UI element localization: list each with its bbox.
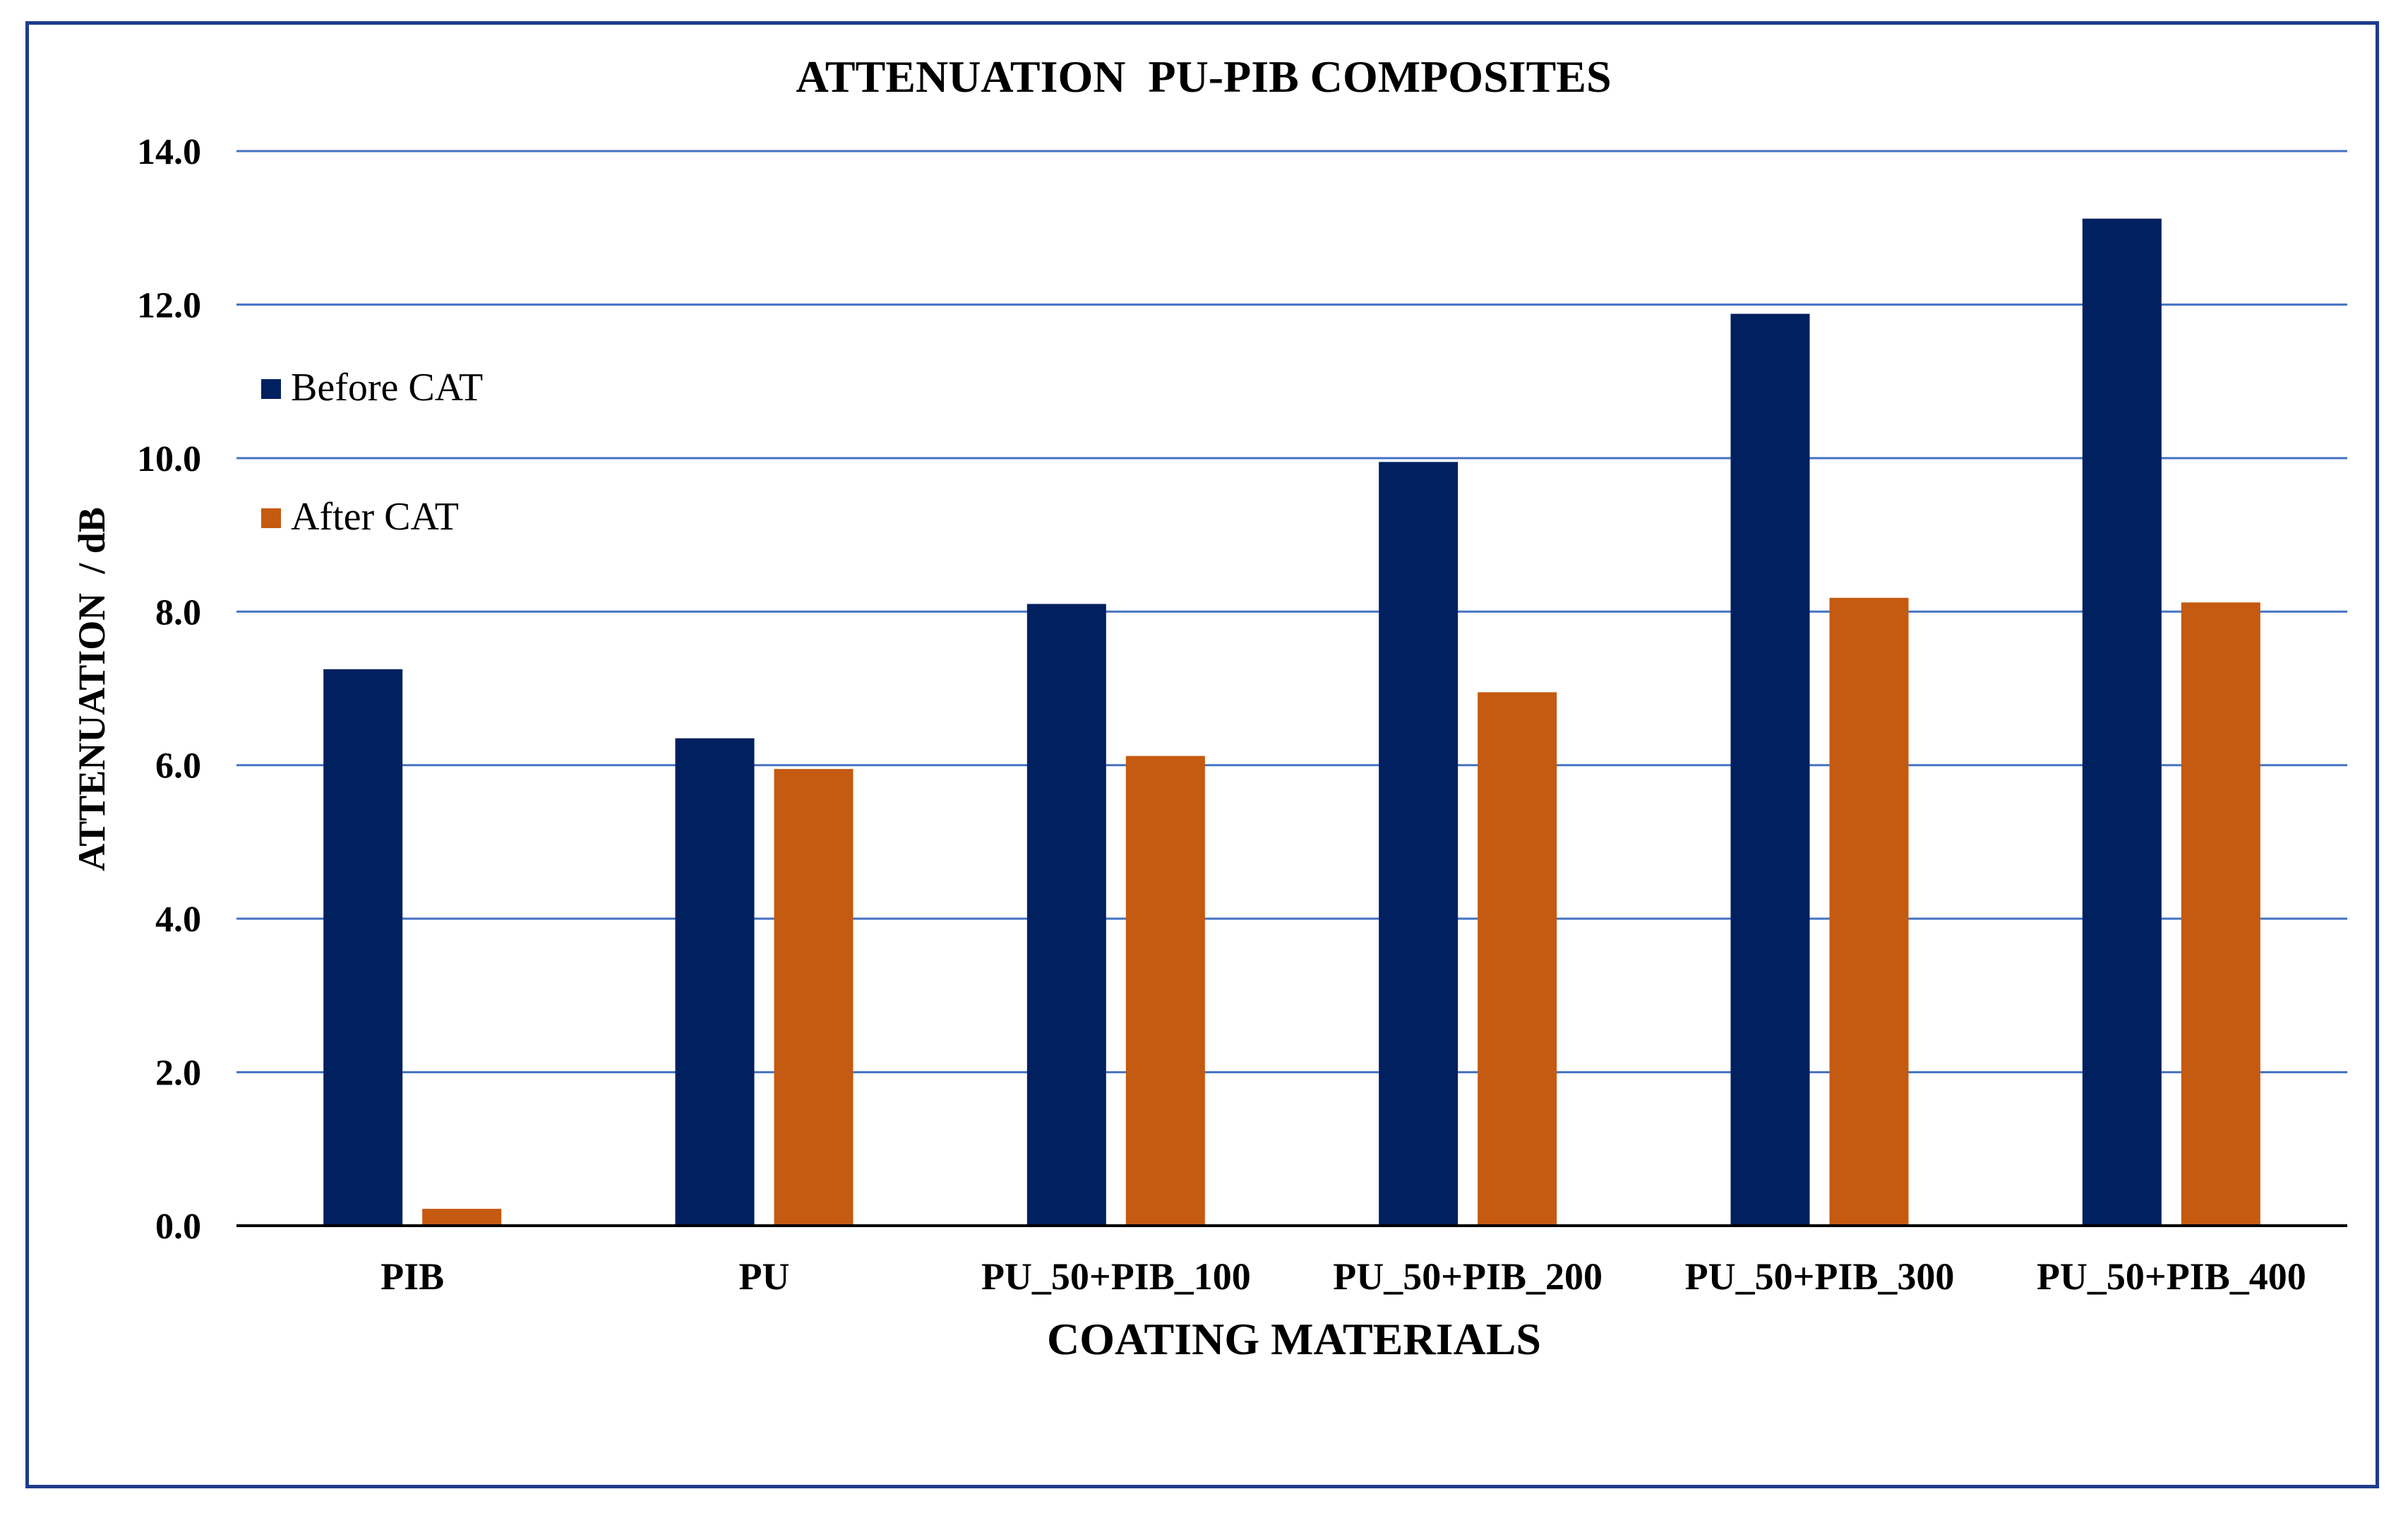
chart-title: ATTENUATION PU-PIB COMPOSITES: [796, 52, 1611, 102]
bar-before-cat-pib: [323, 669, 403, 1226]
bar-before-cat-pu-50-pib-400: [2082, 218, 2162, 1226]
gridlines: [236, 150, 2347, 1074]
legend-swatch-after-cat: [261, 508, 281, 528]
bar-before-cat-pu-50-pib-100: [1026, 604, 1106, 1226]
y-tick-label: 4.0: [155, 900, 201, 940]
bars: [323, 218, 2260, 1226]
x-tick-label-pu: PU: [739, 1255, 790, 1298]
y-tick-label: 14.0: [137, 132, 201, 172]
x-tick-label-pu-50-pib-400: PU_50+PIB_400: [2037, 1255, 2306, 1298]
y-tick-label: 0.0: [155, 1207, 201, 1247]
x-tick-label-pib: PIB: [381, 1255, 444, 1298]
legend: Before CAT After CAT: [261, 366, 483, 539]
y-tick-labels: 0.0 2.0 4.0 6.0 8.0 10.0 12.0 14.0: [137, 132, 201, 1247]
x-axis-title: COATING MATERIALS: [1047, 1314, 1541, 1364]
y-tick-label: 12.0: [137, 285, 201, 325]
y-tick-label: 2.0: [155, 1053, 201, 1094]
y-tick-label: 6.0: [155, 746, 201, 787]
y-tick-label: 8.0: [155, 592, 201, 633]
bar-before-cat-pu-50-pib-200: [1379, 462, 1458, 1226]
x-tick-label-pu-50-pib-100: PU_50+PIB_100: [981, 1255, 1251, 1298]
x-tick-labels: PIB PU PU_50+PIB_100 PU_50+PIB_200 PU_50+PIB…: [381, 1255, 2306, 1298]
bar-after-cat-pib: [422, 1209, 502, 1226]
bar-before-cat-pu: [675, 738, 755, 1226]
x-tick-label-pu-50-pib-200: PU_50+PIB_200: [1333, 1255, 1603, 1298]
x-tick-label-pu-50-pib-300: PU_50+PIB_300: [1685, 1255, 1955, 1298]
bar-after-cat-pu-50-pib-200: [1478, 692, 1557, 1226]
bar-after-cat-pu: [774, 769, 853, 1226]
bar-after-cat-pu-50-pib-300: [1829, 597, 1909, 1226]
chart-frame: [25, 21, 2379, 1488]
legend-label-after-cat: After CAT: [291, 495, 459, 539]
y-axis-title: ATTENUATION / dB: [71, 507, 113, 871]
legend-label-before-cat: Before CAT: [291, 366, 483, 410]
bar-after-cat-pu-50-pib-400: [2181, 602, 2260, 1226]
bar-after-cat-pu-50-pib-100: [1125, 755, 1205, 1226]
bar-before-cat-pu-50-pib-300: [1730, 313, 1810, 1226]
legend-swatch-before-cat: [261, 379, 281, 399]
y-tick-label: 10.0: [137, 439, 201, 479]
